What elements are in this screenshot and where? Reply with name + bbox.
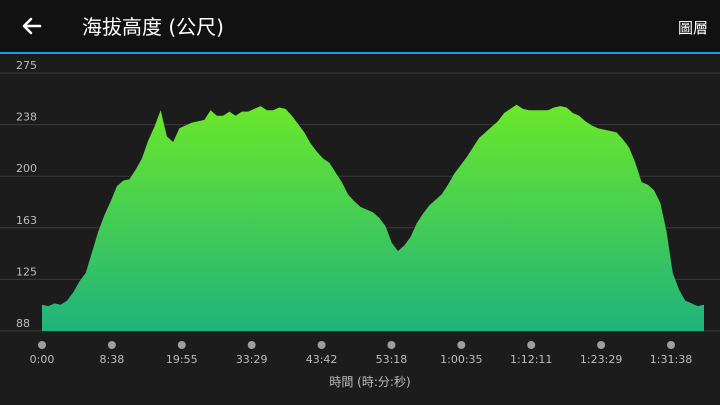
y-tick-label: 88 [16,317,30,330]
y-tick-label: 275 [16,59,37,72]
layers-button[interactable]: 圖層 [677,19,708,37]
x-tick-label: 1:23:29 [580,353,622,366]
x-axis: 0:00 8:38 19:55 33:29 43:42 53:18 1:00:35 1:12:… [30,341,692,366]
elevation-area [42,104,704,331]
x-tick-dot [457,341,466,349]
y-tick-label: 125 [16,265,37,278]
app-header: 海拔高度 (公尺) 圖層 [0,0,720,54]
x-tick-dot [317,341,326,349]
y-tick-label: 163 [16,214,37,227]
x-tick-label: 33:29 [236,353,268,366]
x-tick-dot [107,341,116,349]
x-tick-dot [527,341,536,349]
x-tick-dot [667,341,675,349]
x-tick-label: 53:18 [376,353,408,366]
x-tick-label: 1:31:38 [650,353,692,366]
x-tick-label: 19:55 [166,353,198,366]
arrow-left-icon [22,17,42,35]
header-accent-line [0,52,720,54]
x-tick-label: 1:12:11 [510,353,552,366]
x-axis-title: 時間 (時:分:秒) [329,375,410,389]
y-tick-label: 200 [16,162,37,175]
elevation-chart: 275 238 200 163 125 88 0:00 8:38 19:55 33:29 43:4… [0,59,720,389]
x-tick-dot [177,341,186,349]
y-axis: 275 238 200 163 125 88 [16,59,37,330]
page-title: 海拔高度 (公尺) [82,15,224,39]
x-tick-label: 1:00:35 [440,353,482,366]
x-tick-dot [597,341,606,349]
x-tick-label: 0:00 [30,353,55,366]
y-tick-label: 238 [16,111,37,124]
x-tick-dot [247,341,256,349]
x-tick-label: 43:42 [306,353,338,366]
back-button[interactable] [18,12,46,40]
x-tick-dot [387,341,396,349]
x-tick-dot [38,341,46,349]
x-tick-label: 8:38 [100,353,125,366]
